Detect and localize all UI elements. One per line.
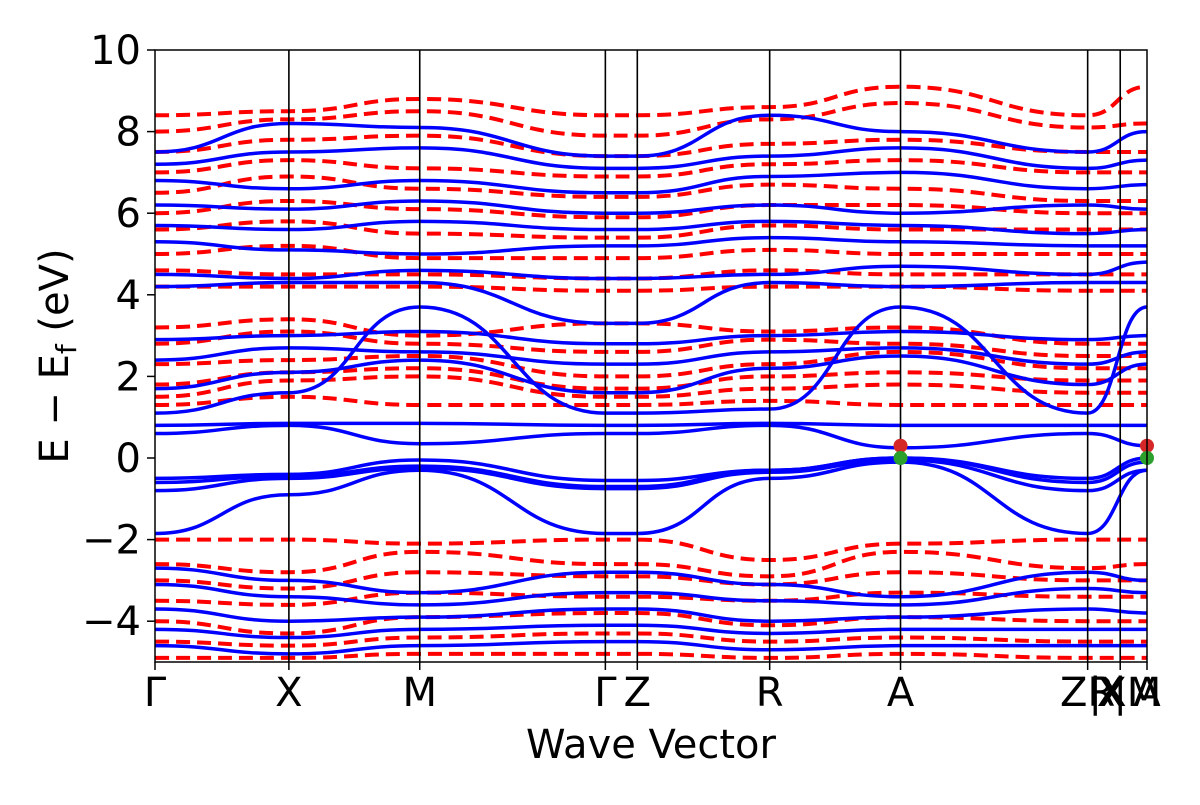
x-tick-label-12: A bbox=[1133, 670, 1161, 716]
band-line-dashed-13 bbox=[155, 284, 1147, 293]
x-tick-label-11: XM bbox=[1099, 670, 1161, 716]
band-line-dashed-5 bbox=[155, 631, 1147, 648]
band-line-dashed-22 bbox=[155, 84, 1147, 118]
band-line-solid-17 bbox=[155, 113, 1147, 158]
x-tick-label-3: Γ bbox=[594, 670, 617, 716]
y-tick-label-5: 6 bbox=[116, 191, 141, 237]
band-edge-marker-0 bbox=[893, 438, 908, 453]
band-line-dashed-14 bbox=[155, 268, 1147, 281]
x-tick-label-2: M bbox=[402, 670, 437, 716]
y-axis-label-subscript: f bbox=[50, 343, 83, 354]
band-edge-marker-1 bbox=[893, 451, 908, 465]
y-axis-ticks: −4 −2 0 2 4 6 8 10 bbox=[82, 28, 155, 645]
y-axis-label: E − Ef (eV) bbox=[32, 248, 83, 463]
x-axis-label: Wave Vector bbox=[526, 722, 777, 768]
band-line-solid-6 bbox=[155, 305, 1147, 415]
band-line-solid-0 bbox=[155, 460, 1147, 536]
x-tick-label-9: X bbox=[1097, 670, 1124, 716]
y-tick-label-3: 2 bbox=[116, 354, 141, 400]
y-tick-label-4: 4 bbox=[116, 273, 141, 319]
kpoint-lines bbox=[288, 50, 1122, 662]
y-tick-label-7: 10 bbox=[90, 28, 141, 74]
x-tick-label-4: Z bbox=[624, 670, 651, 716]
band-line-dashed-6 bbox=[155, 651, 1147, 660]
band-line-dashed-0 bbox=[155, 537, 1147, 563]
x-tick-label-10: | bbox=[1113, 670, 1126, 716]
x-tick-label-5: R bbox=[756, 670, 784, 716]
x-tick-label-0: Γ bbox=[144, 670, 167, 716]
y-axis-label-main: E − E bbox=[32, 354, 78, 464]
y-tick-label-2: 0 bbox=[116, 436, 141, 482]
x-tick-label-7: ZR bbox=[1060, 670, 1115, 716]
y-tick-label-0: −4 bbox=[82, 599, 141, 645]
x-tick-label-1: X bbox=[275, 670, 302, 716]
x-axis-ticks: Γ X M Γ Z R A ZR|X|XMA bbox=[144, 662, 1161, 716]
x-tick-label-8: | bbox=[1089, 670, 1102, 716]
y-tick-label-1: −2 bbox=[82, 518, 141, 564]
band-line-solid-5 bbox=[155, 421, 1147, 428]
plot-frame bbox=[154, 49, 1148, 663]
x-tick-label-6: A bbox=[887, 670, 915, 716]
y-axis-label-unit: (eV) bbox=[32, 248, 78, 344]
y-tick-label-6: 8 bbox=[116, 110, 141, 156]
